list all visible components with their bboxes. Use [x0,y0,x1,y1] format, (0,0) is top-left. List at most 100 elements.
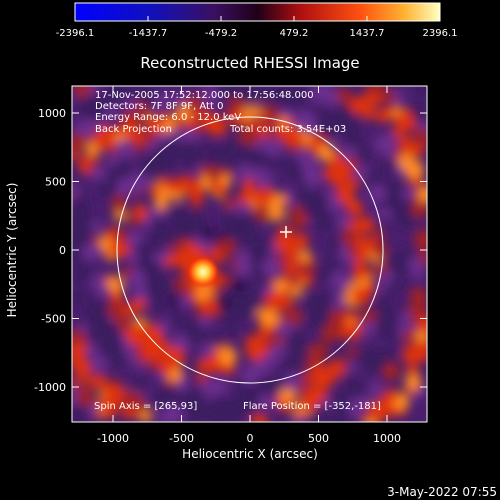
texture-blob [151,217,167,234]
texture-blob [181,141,201,161]
texture-blob [241,182,254,195]
flare-position-label: Flare Position = [-352,-181] [243,401,381,412]
texture-blob [186,94,204,112]
texture-blob [148,286,164,302]
texture-blob [231,398,245,412]
texture-blob [200,343,215,358]
texture-blob [173,277,185,289]
texture-blob [224,222,243,241]
texture-blob [274,232,295,252]
texture-blob [357,394,370,408]
texture-blob [381,158,397,174]
texture-blob [140,341,159,361]
texture-blob [376,107,392,123]
texture-blob [226,86,246,102]
texture-blob [175,94,187,106]
texture-blob [389,333,401,345]
colorbar-tick-label: 2396.1 [423,28,458,39]
texture-blob [403,329,417,343]
texture-blob [72,377,83,389]
texture-blob [310,208,326,224]
texture-blob [326,243,340,257]
texture-blob [132,172,149,189]
texture-blob [72,248,81,262]
texture-blob [332,117,351,135]
texture-blob [316,405,328,417]
texture-blob [383,287,395,299]
texture-blob [360,308,377,325]
texture-blob [288,329,307,347]
texture-blob [210,150,227,167]
colorbar-gradient [74,2,441,22]
info-energy-range: Energy Range: 6.0 - 12.0 keV [95,112,241,123]
colorbar-tick-label: 1437.7 [350,28,385,39]
texture-blob [263,380,280,397]
texture-blob [235,164,254,183]
texture-blob [412,143,426,156]
texture-blob [72,135,87,150]
texture-blob [290,285,303,298]
texture-blob [207,166,224,183]
colorbar-tick-label: -2396.1 [56,28,95,39]
colorbar-tick-label: -1437.7 [129,28,168,39]
texture-blob [410,287,427,305]
texture-blob [327,196,343,213]
texture-blob [347,346,358,358]
texture-blob [366,168,380,183]
texture-blob [111,352,128,369]
texture-blob [341,149,354,161]
texture-blob [131,375,147,391]
texture-blob [200,227,215,241]
texture-blob [388,278,400,290]
texture-blob [142,326,163,346]
info-time-range: 17-Nov-2005 17:52:12.000 to 17:56:48.000 [95,90,314,101]
texture-blob [94,376,105,388]
texture-blob [403,280,415,292]
texture-blob [135,242,151,258]
texture-blob [90,165,106,181]
texture-blob [92,316,111,335]
texture-blob [410,200,427,218]
texture-blob [166,347,186,366]
texture-blob [293,87,307,101]
texture-blob [272,86,284,98]
texture-blob [298,250,312,264]
texture-blob [111,342,125,355]
texture-blob [317,144,335,162]
texture-blob [377,134,397,153]
texture-blob [95,129,116,149]
texture-blob [172,114,184,126]
texture-blob [290,357,305,372]
texture-blob [177,294,192,308]
texture-blob [219,174,232,187]
texture-blob [109,279,124,294]
texture-blob [332,389,347,404]
colorbar-tick-label: -479.2 [205,28,237,39]
texture-blob [142,132,154,145]
texture-blob [182,242,199,258]
texture-blob [293,233,309,249]
texture-blob [154,132,168,145]
texture-blob [385,148,397,160]
texture-blob [408,256,424,271]
texture-blob [72,185,81,198]
texture-blob [103,104,118,118]
texture-blob [254,204,271,222]
texture-blob [201,380,219,398]
texture-blob [233,304,250,321]
texture-blob [152,251,165,265]
texture-blob [308,384,327,403]
y-tick-label: -1000 [34,381,66,394]
texture-blob [319,270,331,282]
texture-blob [284,130,304,150]
texture-blob [330,271,350,291]
texture-blob [252,192,265,204]
texture-blob [104,400,119,416]
texture-blob [127,269,147,288]
texture-blob [375,298,393,317]
texture-blob [85,376,96,388]
texture-blob [168,178,183,194]
texture-blob [366,86,385,96]
texture-blob [353,164,368,179]
texture-blob [145,117,164,135]
